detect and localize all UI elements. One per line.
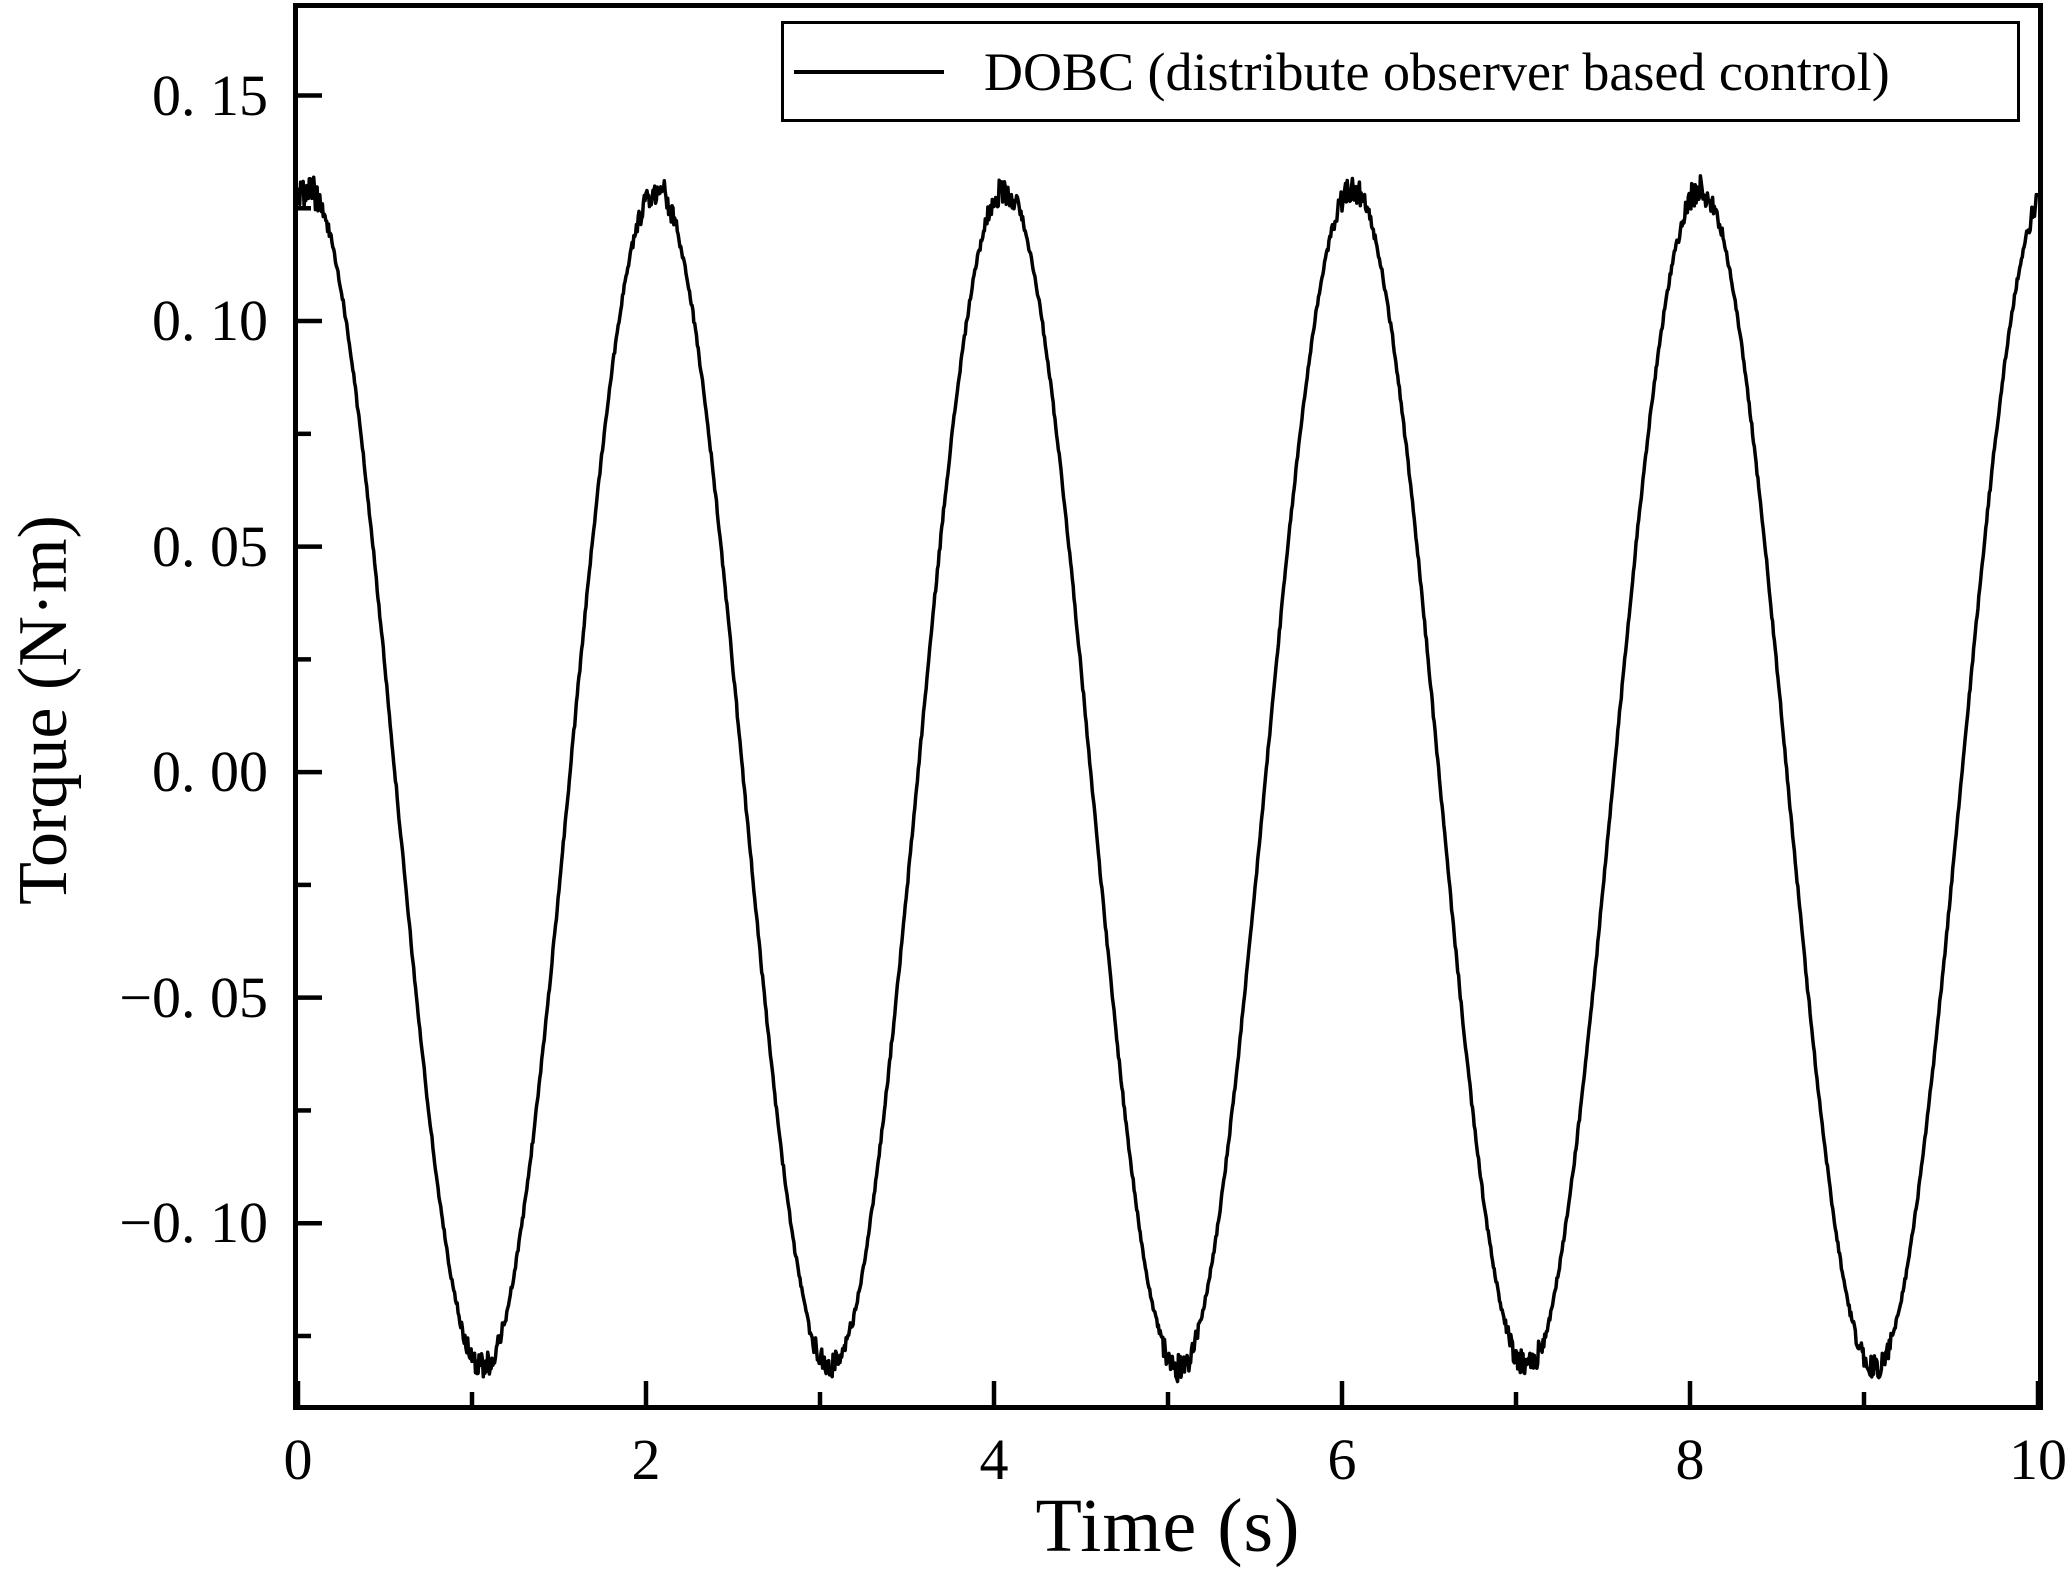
x-tick-label: 8	[1675, 1427, 1705, 1492]
y-tick-label: 0. 00	[152, 739, 268, 805]
legend: DOBC (distribute observer based control)	[781, 21, 2020, 122]
y-axis-ticks	[298, 93, 322, 1339]
y-tick-label: 0. 15	[152, 62, 268, 128]
x-tick-label: 4	[979, 1427, 1009, 1492]
dobc-series-line	[298, 174, 2038, 1384]
y-tick-label: −0. 10	[119, 1190, 268, 1256]
y-tick-label: 0. 10	[152, 288, 268, 354]
legend-line-sample-icon	[794, 69, 944, 74]
x-tick-label: 6	[1327, 1427, 1357, 1492]
x-tick-label: 10	[2009, 1427, 2067, 1492]
y-axis-title: Torque (N·m)	[5, 515, 82, 905]
plot-area	[293, 3, 2043, 1410]
x-axis-title: Time (s)	[1035, 1484, 1301, 1568]
y-tick-label: 0. 05	[152, 513, 268, 579]
legend-label: DOBC (distribute observer based control)	[984, 41, 1890, 102]
x-tick-label: 2	[631, 1427, 661, 1492]
x-axis-ticks	[298, 1381, 2038, 1405]
y-tick-label: −0. 05	[119, 964, 268, 1030]
waveform-plot	[298, 93, 2038, 1405]
x-tick-label: 0	[283, 1427, 313, 1492]
